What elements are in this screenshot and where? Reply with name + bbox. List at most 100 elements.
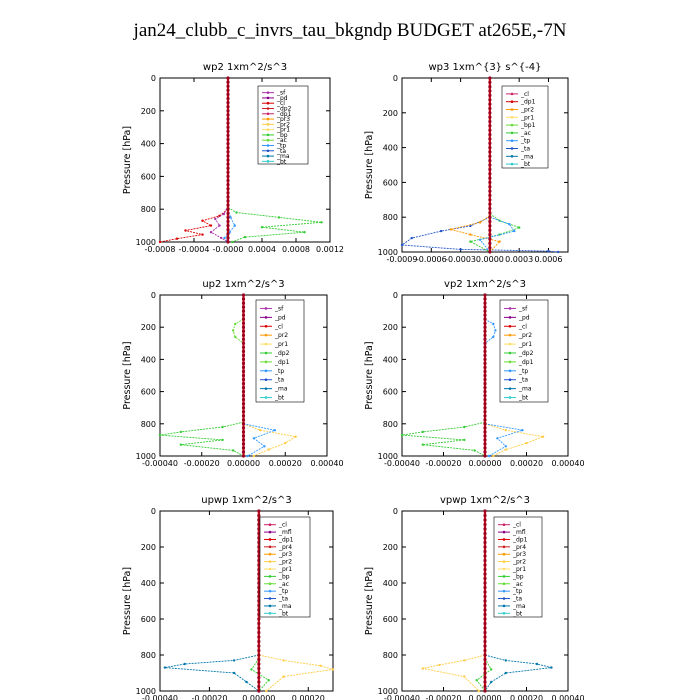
data-point bbox=[282, 659, 285, 662]
y-tick-label: 0 bbox=[151, 74, 156, 83]
profile-marker bbox=[226, 129, 230, 133]
profile-marker bbox=[257, 545, 261, 549]
data-point bbox=[504, 671, 507, 675]
legend-label: _bt bbox=[278, 610, 289, 617]
legend-label: _ac bbox=[520, 130, 531, 137]
data-point bbox=[265, 689, 268, 693]
data-point bbox=[277, 216, 281, 219]
series-line-3 bbox=[243, 423, 277, 457]
legend-marker bbox=[264, 351, 268, 355]
panel-title: up2 1xm^2/s^3 bbox=[202, 279, 284, 290]
profile-marker bbox=[483, 518, 487, 522]
profile-marker bbox=[483, 365, 487, 369]
profile-marker bbox=[257, 558, 261, 563]
profile-marker bbox=[488, 133, 492, 137]
profile-marker bbox=[257, 671, 261, 675]
data-point bbox=[179, 430, 183, 434]
data-point bbox=[303, 231, 306, 234]
x-tick-label: -0.0000 bbox=[213, 245, 244, 254]
legend-marker bbox=[266, 160, 270, 163]
data-point bbox=[234, 322, 237, 326]
y-axis-label: Pressure [hPa] bbox=[364, 341, 375, 409]
profile-marker bbox=[483, 353, 487, 357]
y-axis-label: Pressure [hPa] bbox=[122, 567, 133, 635]
profile-marker bbox=[483, 422, 487, 426]
legend-marker bbox=[508, 333, 512, 337]
y-tick-label: 200 bbox=[383, 323, 398, 332]
data-point bbox=[498, 240, 501, 243]
x-tick-label: 0.00040 bbox=[551, 694, 584, 700]
profile-marker bbox=[483, 527, 487, 531]
profile-marker bbox=[226, 199, 230, 203]
legend-label: _pr1 bbox=[278, 566, 292, 573]
profile-marker bbox=[483, 414, 487, 418]
legend-label: _ta bbox=[278, 596, 288, 603]
data-point bbox=[232, 671, 236, 675]
legend-marker bbox=[502, 545, 506, 549]
profile-marker bbox=[241, 321, 246, 325]
series-line-1 bbox=[159, 421, 244, 457]
data-point bbox=[252, 437, 256, 440]
legend-label: _ma bbox=[512, 603, 526, 610]
legend-label: _cl bbox=[512, 522, 521, 529]
data-point bbox=[504, 429, 507, 432]
y-tick-label: 0 bbox=[393, 74, 398, 83]
profile-marker bbox=[226, 121, 230, 125]
y-tick-label: 400 bbox=[383, 579, 398, 588]
legend-label: _pr3 bbox=[276, 116, 290, 123]
legend-marker bbox=[268, 597, 272, 600]
data-point bbox=[518, 226, 521, 229]
legend-label: _sf bbox=[276, 90, 286, 97]
profile-marker bbox=[488, 163, 492, 167]
profile-marker bbox=[483, 434, 487, 438]
legend-label: _bp1 bbox=[520, 122, 536, 129]
profile-marker bbox=[226, 113, 230, 117]
legend-label: _pr3 bbox=[278, 551, 292, 558]
legend-marker bbox=[502, 567, 506, 571]
profile-marker bbox=[483, 377, 487, 382]
y-tick-label: 800 bbox=[141, 205, 156, 214]
legend-marker bbox=[264, 396, 268, 399]
profile-marker bbox=[226, 183, 230, 187]
profile-marker bbox=[226, 125, 230, 129]
plot-frame bbox=[159, 510, 334, 692]
profile-marker bbox=[483, 394, 487, 398]
profile-marker bbox=[483, 293, 487, 297]
panel-2: wp3 1xm^{3} s^{-4} Pressure [hPa] 0 200 400 6… bbox=[364, 62, 569, 264]
legend-label: _bt bbox=[518, 395, 529, 402]
legend-marker bbox=[266, 117, 270, 121]
profile-marker bbox=[257, 599, 261, 603]
profile-marker bbox=[483, 390, 487, 394]
profile-marker bbox=[241, 418, 246, 422]
legend-label: _bt bbox=[520, 161, 531, 168]
profile-marker bbox=[226, 191, 230, 195]
y-tick-label: 1000 bbox=[378, 687, 398, 696]
data-point bbox=[477, 689, 480, 693]
profile-marker bbox=[241, 293, 246, 297]
profile-marker bbox=[226, 170, 230, 174]
legend-label: _pr2 bbox=[278, 559, 292, 566]
legend-label: _dp2 bbox=[518, 350, 534, 357]
y-tick-label: 800 bbox=[141, 420, 156, 429]
legend-label: _ma bbox=[278, 603, 292, 610]
profile-marker bbox=[226, 137, 230, 142]
profile-marker bbox=[483, 337, 487, 341]
data-point bbox=[158, 433, 162, 437]
profile-marker bbox=[483, 442, 487, 446]
profile-marker bbox=[257, 680, 261, 684]
profile-marker bbox=[226, 80, 230, 84]
y-tick-label: 800 bbox=[383, 213, 398, 222]
y-axis-label: Pressure [hPa] bbox=[364, 567, 375, 635]
profile-marker bbox=[483, 345, 487, 349]
data-point bbox=[525, 441, 528, 445]
data-point bbox=[183, 662, 186, 666]
data-point bbox=[218, 224, 221, 227]
profile-marker bbox=[257, 635, 261, 639]
data-point bbox=[175, 237, 179, 240]
legend-label: _ta bbox=[512, 596, 522, 603]
legend-marker bbox=[508, 307, 512, 310]
profile-marker bbox=[257, 648, 261, 653]
profile-marker bbox=[483, 386, 487, 390]
y-tick-label: 400 bbox=[141, 140, 156, 149]
data-point bbox=[158, 240, 162, 244]
